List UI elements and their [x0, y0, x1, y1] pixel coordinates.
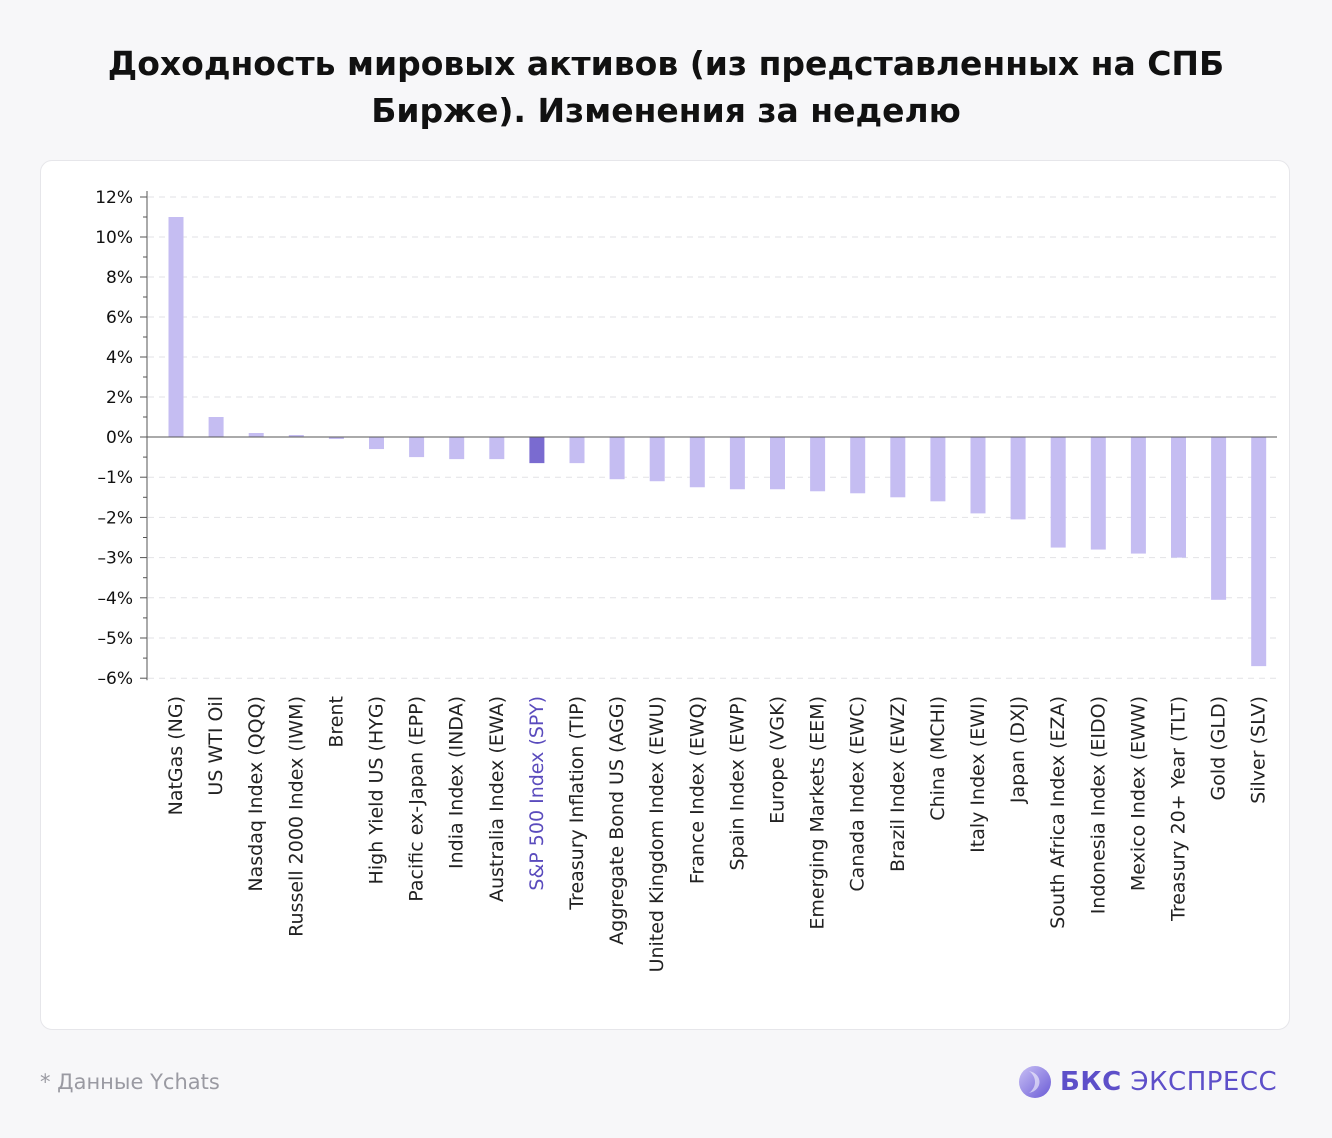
bar	[409, 437, 425, 458]
x-tick-label: Aggregate Bond US (AGG)	[606, 696, 628, 945]
x-tick-label: India Index (INDA)	[446, 696, 468, 869]
x-tick-label: Mexico Index (EWW)	[1127, 696, 1149, 891]
bar	[970, 437, 986, 514]
bar	[689, 437, 705, 488]
bar	[1251, 437, 1267, 667]
y-tick-label: 4%	[106, 348, 133, 368]
y-tick-label: 8%	[106, 268, 133, 288]
bar	[1211, 437, 1227, 600]
x-tick-label: China (MCHI)	[927, 696, 949, 821]
bar	[850, 437, 866, 494]
x-tick-label: Brazil Index (EWZ)	[887, 696, 909, 872]
x-tick-label: France Index (EWQ)	[686, 696, 708, 884]
y-tick-label: –4%	[98, 589, 133, 609]
bar	[529, 437, 545, 464]
y-tick-label: –2%	[98, 508, 133, 528]
x-tick-label: Nasdaq Index (QQQ)	[245, 696, 267, 892]
x-tick-label: Canada Index (EWC)	[847, 696, 869, 892]
y-tick-label: –1%	[98, 468, 133, 488]
x-tick-label: High Yield US (HYG)	[366, 696, 388, 884]
x-tick-label: Treasury Inflation (TIP)	[566, 696, 588, 911]
bar	[609, 437, 625, 480]
bar-chart: 12% 10% 8% 6% 4% 2% 0% –1% –2% –3% –4% –5% –6% NatGas…	[95, 188, 1277, 972]
x-tick-label: Silver (SLV)	[1248, 696, 1270, 804]
bar	[569, 437, 585, 464]
bar	[449, 437, 465, 460]
bar	[168, 217, 184, 437]
bar	[649, 437, 665, 482]
chart-card: 12% 10% 8% 6% 4% 2% 0% –1% –2% –3% –4% –5% –6% NatGas…	[40, 160, 1290, 1030]
x-tick-label: Spain Index (EWP)	[726, 696, 748, 871]
x-tick-label: Indonesia Index (EIDO)	[1087, 696, 1109, 914]
y-tick-label: 12%	[95, 188, 133, 208]
x-tick-label: Russell 2000 Index (IWM)	[285, 696, 307, 937]
y-tick-label: 10%	[95, 228, 133, 248]
bar	[1171, 437, 1186, 558]
x-tick-label: United Kingdom Index (EWU)	[646, 696, 668, 972]
bar	[1130, 437, 1146, 554]
logo-bold-text: БКС	[1060, 1067, 1122, 1097]
bar	[729, 437, 745, 490]
bar	[328, 437, 344, 440]
bar	[810, 437, 826, 492]
bks-logo: БКС ЭКСПРЕСС	[1018, 1064, 1277, 1100]
bar	[1090, 437, 1106, 550]
x-tick-label: Australia Index (EWA)	[486, 696, 508, 902]
bar	[248, 433, 264, 437]
y-tick-label: 6%	[106, 308, 133, 328]
footnote: * Данные Ychats	[40, 1070, 220, 1094]
bar	[890, 437, 906, 498]
page-title: Доходность мировых активов (из представл…	[107, 44, 1225, 130]
y-tick-label: 0%	[106, 428, 133, 448]
bar	[930, 437, 946, 502]
x-tick-label: Italy Index (EWI)	[967, 696, 989, 853]
x-tick-label: Europe (VGK)	[767, 696, 789, 824]
x-tick-label: NatGas (NG)	[165, 696, 187, 815]
x-tick-label: Emerging Markets (EEM)	[807, 696, 829, 930]
x-tick-label: Treasury 20+ Year (TLT)	[1168, 696, 1190, 922]
bar	[208, 417, 224, 437]
y-tick-label: –5%	[98, 629, 133, 649]
logo-rest-text: ЭКСПРЕСС	[1130, 1067, 1278, 1097]
x-tick-label: S&P 500 Index (SPY)	[526, 696, 548, 891]
bar	[1010, 437, 1026, 520]
x-tick-label: Japan (DXJ)	[1007, 696, 1029, 804]
y-tick-label: 2%	[106, 388, 133, 408]
x-tick-label: Gold (GLD)	[1208, 696, 1230, 801]
bar	[770, 437, 785, 490]
y-tick-label: –6%	[98, 669, 133, 689]
x-tick-label: Pacific ex-Japan (EPP)	[406, 696, 428, 902]
bar	[489, 437, 505, 460]
x-tick-label: South Africa Index (EZA)	[1047, 696, 1069, 929]
bar	[369, 437, 384, 450]
bar	[288, 435, 304, 437]
y-tick-label: –3%	[98, 549, 133, 569]
bks-logo-icon	[1019, 1066, 1051, 1098]
x-tick-label: US WTI Oil	[205, 696, 227, 796]
x-tick-label: Brent	[325, 696, 347, 748]
bar	[1050, 437, 1066, 548]
